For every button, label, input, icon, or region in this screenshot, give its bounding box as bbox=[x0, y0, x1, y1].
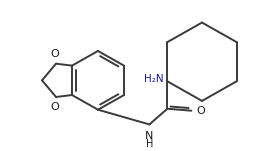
Text: O: O bbox=[51, 49, 59, 59]
Text: H: H bbox=[146, 139, 153, 149]
Text: N: N bbox=[145, 131, 154, 141]
Text: O: O bbox=[51, 102, 59, 112]
Text: H₂N: H₂N bbox=[144, 74, 163, 84]
Text: O: O bbox=[196, 106, 205, 116]
